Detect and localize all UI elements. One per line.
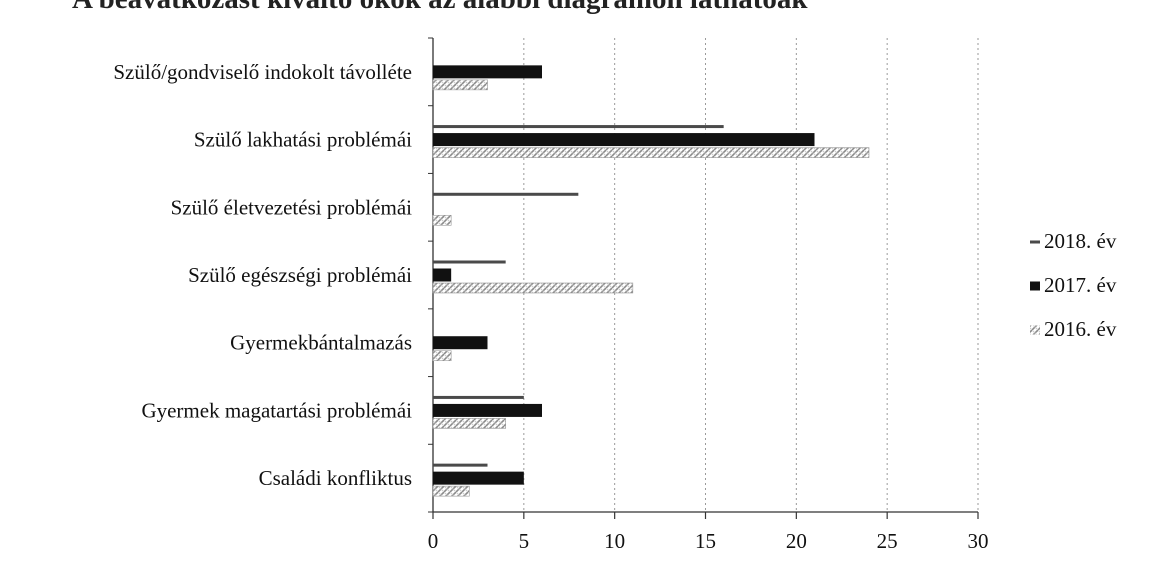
category-label: Szülő egészségi problémái	[188, 263, 412, 287]
bar-2016-3	[432, 282, 634, 294]
bar-2016-2	[432, 214, 452, 226]
category-label: Szülő lakhatási problémái	[194, 128, 412, 152]
legend-label: 2016. év	[1044, 317, 1117, 341]
bar-2017-6	[433, 471, 524, 485]
bar-2016-0	[432, 79, 488, 91]
x-tick-label: 15	[695, 529, 716, 553]
legend-label: 2017. év	[1044, 273, 1117, 297]
legend-swatch	[1030, 281, 1040, 291]
x-tick-label: 25	[877, 529, 898, 553]
bar-2018-1	[433, 125, 724, 129]
x-tick-label: 5	[519, 529, 530, 553]
x-tick-label: 20	[786, 529, 807, 553]
bar-2017-1	[433, 133, 815, 147]
bar-2017-0	[433, 65, 542, 79]
bar-2018-2	[433, 192, 579, 196]
plot-area: 0 5 10 15 20 25 30 Szülő/gondviselő indokolt tá…	[113, 37, 989, 553]
x-tick-label: 0	[428, 529, 439, 553]
bar-2016-5	[432, 418, 506, 429]
category-label: Gyermek magatartási problémái	[141, 398, 412, 422]
category-label: Szülő életvezetési problémái	[171, 195, 413, 219]
bar-2016-4	[432, 350, 452, 362]
legend-label: 2018. év	[1044, 229, 1117, 253]
legend: 2018. év 2017. év 2016. év	[1030, 229, 1117, 341]
bar-2016-6	[432, 485, 470, 497]
category-label: Családi konfliktus	[259, 466, 412, 490]
legend-swatch	[1030, 325, 1040, 335]
bar-2016-1	[432, 147, 870, 158]
bar-2017-3	[433, 268, 452, 282]
x-tick-label: 30	[968, 529, 989, 553]
x-tick-label: 10	[604, 529, 625, 553]
bar-2018-5	[433, 395, 524, 399]
category-label: Gyermekbántalmazás	[230, 331, 412, 355]
bar-2017-4	[433, 336, 488, 350]
bar-2018-6	[433, 463, 488, 467]
legend-swatch	[1030, 240, 1040, 244]
bar-2018-3	[433, 260, 506, 264]
category-label: Szülő/gondviselő indokolt távolléte	[113, 60, 412, 84]
chart-title: A beavatkozást kiváltó okok az alábbi di…	[72, 0, 808, 15]
bar-2017-5	[433, 403, 542, 417]
